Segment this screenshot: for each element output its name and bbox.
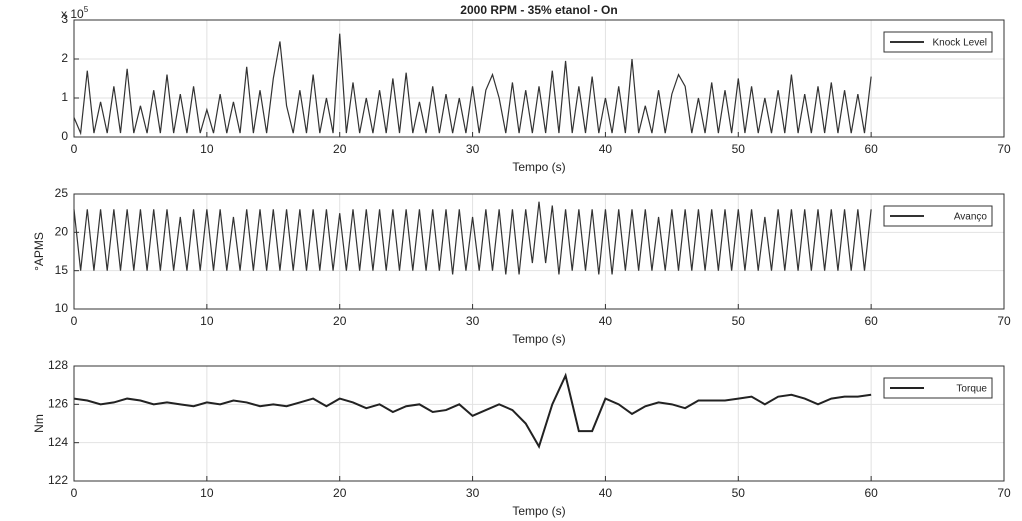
x-tick-label: 40 [599,314,613,328]
x-tick-label: 30 [466,142,480,156]
x-tick-label: 0 [71,486,78,500]
y-tick-label: 2 [61,51,68,65]
y-tick-label: 3 [61,12,68,26]
y-tick-label: 122 [48,473,68,487]
x-tick-label: 50 [732,486,746,500]
y-scale-exponent: 5 [84,5,89,14]
x-tick-label: 20 [333,142,347,156]
y-scale-label: x 105 [61,5,89,21]
y-tick-label: 1 [61,90,68,104]
y-axis-label: °APMS [32,232,46,271]
y-tick-label: 0 [61,129,68,143]
data-line [73,201,872,275]
x-tick-label: 40 [599,486,613,500]
axes-frame [73,193,1005,310]
x-tick-label: 10 [200,314,214,328]
y-tick-label: 10 [55,301,69,315]
x-axis-label: Tempo (s) [512,160,565,174]
y-tick-label: 20 [55,225,69,239]
legend-label: Torque [956,384,987,395]
x-tick-label: 70 [997,486,1011,500]
y-tick-label: 128 [48,358,68,372]
x-tick-label: 50 [732,142,746,156]
x-tick-label: 0 [71,314,78,328]
plot-area [74,20,1004,137]
x-axis-label: Tempo (s) [512,332,565,346]
legend-box [883,377,993,399]
y-tick-label: 124 [48,435,68,449]
data-line [73,33,872,136]
x-tick-label: 30 [466,486,480,500]
x-tick-label: 70 [997,314,1011,328]
x-tick-label: 60 [864,142,878,156]
x-tick-label: 20 [333,486,347,500]
axes-frame [73,19,1005,138]
y-tick-label: 15 [55,263,69,277]
x-tick-label: 10 [200,142,214,156]
x-tick-label: 70 [997,142,1011,156]
chart-title: 2000 RPM - 35% etanol - On [460,3,617,17]
x-tick-label: 60 [864,314,878,328]
legend-box [883,205,993,227]
legend-box [883,31,993,53]
y-tick-label: 126 [48,397,68,411]
legend-label: Knock Level [933,38,987,49]
legend-label: Avanço [954,212,988,223]
y-tick-label: 25 [55,186,69,200]
axes-frame [73,365,1005,482]
y-axis-label: Nm [32,414,46,433]
x-tick-label: 40 [599,142,613,156]
x-axis-label: Tempo (s) [512,504,565,518]
plot-area [74,194,1004,309]
x-tick-label: 20 [333,314,347,328]
x-tick-label: 0 [71,142,78,156]
plot-area [74,366,1004,481]
y-scale-base: x 10 [61,7,84,21]
x-tick-label: 10 [200,486,214,500]
data-line [73,372,872,449]
x-tick-label: 30 [466,314,480,328]
x-tick-label: 50 [732,314,746,328]
x-tick-label: 60 [864,486,878,500]
